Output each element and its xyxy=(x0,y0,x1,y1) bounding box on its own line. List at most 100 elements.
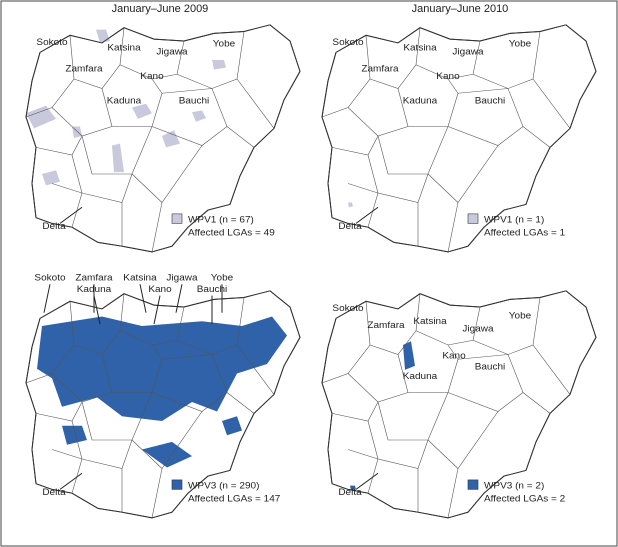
pointer-arrow xyxy=(355,472,379,490)
state-label: Sokoto xyxy=(332,37,364,48)
state-border xyxy=(176,31,245,89)
pointer-arrow xyxy=(43,284,51,313)
state-border xyxy=(347,107,409,137)
state-label: Kano xyxy=(442,351,466,362)
state-border xyxy=(51,373,113,403)
state-border xyxy=(51,107,113,137)
legend-swatch xyxy=(171,479,183,490)
country-outline-stroke xyxy=(25,290,301,519)
state-border xyxy=(151,354,228,412)
state-border xyxy=(377,126,449,175)
legend-swatch xyxy=(467,479,479,490)
state-border xyxy=(25,301,75,384)
state-border xyxy=(226,126,255,148)
affected-area xyxy=(348,202,353,208)
column-header: January–June 2009 xyxy=(112,3,209,15)
state-label: Bauchi xyxy=(475,362,506,373)
state-border xyxy=(532,78,571,129)
state-label: Sokoto xyxy=(34,273,66,284)
pointer-arrow xyxy=(59,206,83,224)
pointer-arrow xyxy=(59,472,83,490)
state-border xyxy=(176,297,245,355)
state-border xyxy=(347,183,379,194)
state-border xyxy=(51,449,83,460)
state-border xyxy=(415,40,481,80)
state-border xyxy=(73,27,125,89)
affected-area xyxy=(132,103,152,119)
legend-label: WPV1 (n = 1) xyxy=(484,215,544,226)
state-border xyxy=(51,183,83,194)
legend-label: Affected LGAs = 2 xyxy=(484,494,565,505)
affected-area xyxy=(350,485,356,491)
legend-label: Affected LGAs = 49 xyxy=(188,228,275,239)
state-border xyxy=(119,306,185,346)
pointer-arrow xyxy=(175,284,183,313)
state-border xyxy=(81,126,153,175)
map-panel: Sokoto Katsina Jigawa Yobe Zamfara Kano Kaduna… xyxy=(321,24,597,253)
legend-label: WPV3 (n = 290) xyxy=(188,481,259,492)
state-label: Katsina xyxy=(123,273,157,284)
country-outline-stroke xyxy=(321,290,597,519)
state-border xyxy=(347,449,379,460)
state-label: Delta xyxy=(42,487,66,498)
state-border xyxy=(377,439,429,469)
state-label: Kaduna xyxy=(77,284,112,295)
legend-label: WPV3 (n = 2) xyxy=(484,481,544,492)
pointer-arrow xyxy=(153,295,161,325)
state-border xyxy=(236,78,275,129)
state-border xyxy=(472,297,541,355)
pointer-arrow xyxy=(355,206,379,224)
state-border xyxy=(151,468,163,518)
affected-area xyxy=(37,316,287,421)
country-outline-stroke xyxy=(321,24,597,253)
affected-area xyxy=(42,170,60,186)
pointer-arrow xyxy=(93,295,101,325)
state-label: Zamfara xyxy=(361,64,399,75)
affected-area xyxy=(96,29,110,43)
state-border xyxy=(321,301,371,384)
pointer-arrow xyxy=(139,284,147,313)
state-label: Jigawa xyxy=(462,324,494,335)
state-border xyxy=(369,293,421,355)
state-border xyxy=(427,411,499,469)
state-border xyxy=(25,35,75,118)
legend-label: Affected LGAs = 147 xyxy=(188,494,280,505)
state-border xyxy=(369,27,421,89)
state-label: Zamfara xyxy=(65,64,103,75)
state-label: Jigawa xyxy=(166,273,198,284)
state-label: Yobe xyxy=(211,273,233,284)
state-label: Kaduna xyxy=(403,96,438,107)
affected-area xyxy=(212,60,226,70)
state-label: Katsina xyxy=(413,316,447,327)
state-border xyxy=(397,344,459,393)
state-label: Katsina xyxy=(107,43,141,54)
state-border xyxy=(131,411,203,469)
state-border xyxy=(472,31,541,89)
state-border xyxy=(522,126,551,148)
state-label: Kano xyxy=(140,71,164,82)
map-panel: Sokoto Zamfara Katsina Jigawa Yobe Kaduna Kano… xyxy=(25,273,301,519)
state-label: Jigawa xyxy=(452,47,484,58)
state-label: Delta xyxy=(338,221,362,232)
state-border xyxy=(347,373,409,403)
state-border xyxy=(73,293,125,355)
affected-area xyxy=(26,105,56,129)
state-label: Zamfara xyxy=(367,320,405,331)
affected-area xyxy=(162,130,180,148)
state-label: Yobe xyxy=(509,311,531,322)
state-border xyxy=(81,439,133,469)
state-label: Kano xyxy=(436,71,460,82)
state-label: Katsina xyxy=(403,43,437,54)
state-border xyxy=(321,35,371,118)
legend-swatch xyxy=(467,213,479,224)
state-border xyxy=(532,344,571,395)
state-label: Kaduna xyxy=(403,371,438,382)
state-border xyxy=(119,40,185,80)
affected-area xyxy=(222,416,242,436)
legend-label: WPV1 (n = 67) xyxy=(188,215,254,226)
state-border xyxy=(151,202,163,252)
